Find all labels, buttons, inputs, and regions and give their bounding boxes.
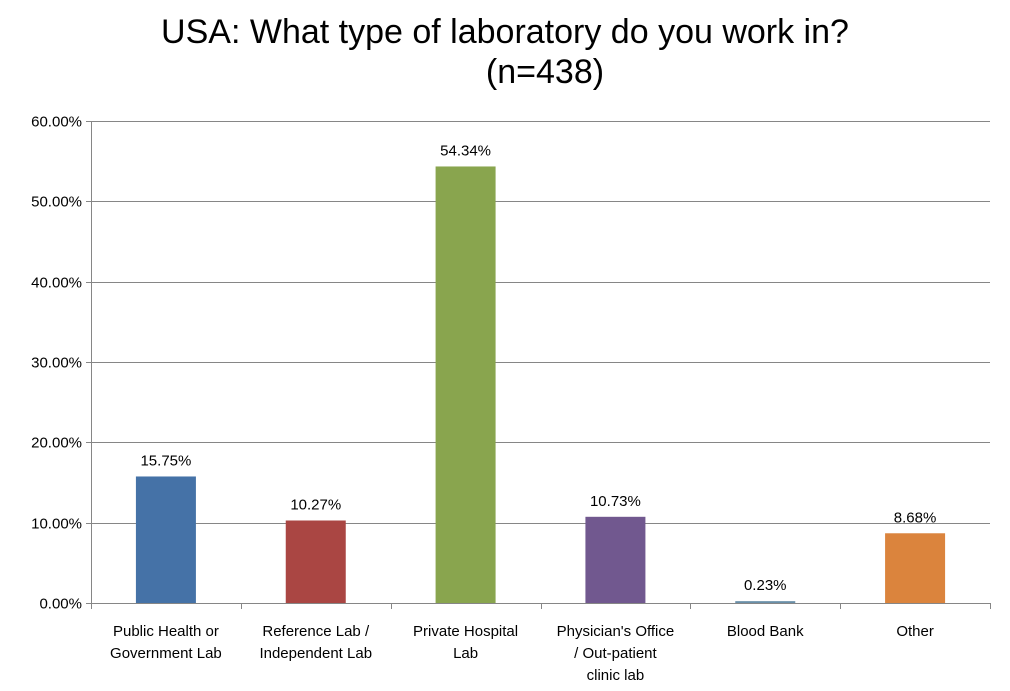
y-tick-label: 40.00% [31,275,82,292]
data-label: 0.23% [744,577,787,594]
x-category-label: Reference Lab / [262,623,370,640]
x-category-label: Private Hospital [413,623,518,640]
x-category-label: Physician's Office [557,623,675,640]
x-category-label: / Out-patient [574,645,657,662]
x-category-label: Blood Bank [727,623,804,640]
data-label: 15.75% [140,452,191,469]
bar [585,516,646,603]
x-category-label: Public Health or [113,623,219,640]
data-label: 10.73% [590,493,641,510]
chart-title: USA: What type of laboratory do you work… [0,12,1010,92]
bar [735,601,796,603]
bar [885,533,946,603]
x-category-label: clinic lab [587,667,645,684]
y-tick-label: 60.00% [31,114,82,131]
bar [135,476,196,603]
x-category-label: Independent Lab [259,645,372,662]
data-label: 54.34% [440,142,491,159]
chart-title-main: USA: What type of laboratory do you work… [161,13,849,51]
data-label: 8.68% [894,509,937,526]
chart-subtitle: (n=438) [485,53,605,91]
y-tick-label: 30.00% [31,355,82,372]
data-label: 10.27% [290,496,341,513]
x-category-label: Government Lab [110,645,222,662]
x-category-label: Other [896,623,934,640]
y-tick-label: 20.00% [31,435,82,452]
y-tick-label: 0.00% [39,596,82,613]
bar [435,166,496,603]
y-tick-label: 50.00% [31,194,82,211]
y-tick-label: 10.00% [31,516,82,533]
bar [285,520,346,603]
x-category-label: Lab [453,645,478,662]
